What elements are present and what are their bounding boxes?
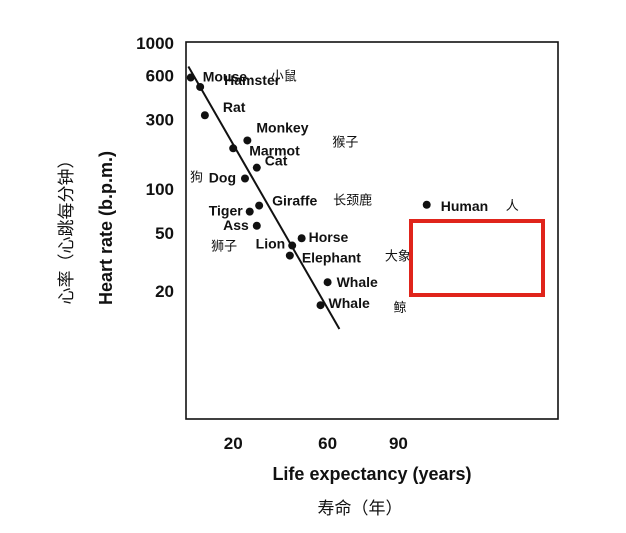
point-cat xyxy=(252,163,261,172)
point-label-cn-giraffe: 长颈鹿 xyxy=(333,193,372,209)
y-axis-ticks: 1000 600 300 100 50 20 xyxy=(136,34,174,301)
x-tick-label: 90 xyxy=(389,434,408,453)
point-label-tiger: Tiger xyxy=(209,203,244,219)
point-label-cn-human: 人 xyxy=(506,199,519,214)
trend-line xyxy=(187,66,341,330)
point-label-mouse: Mouse xyxy=(203,69,248,85)
y-tick-label: 100 xyxy=(146,180,174,199)
point-marmot xyxy=(229,144,238,153)
point-ass xyxy=(252,221,261,230)
point-label-monkey: Monkey xyxy=(256,119,308,135)
point-label-human: Human xyxy=(441,198,488,214)
x-axis-ticks: 20 60 90 xyxy=(224,434,408,453)
point-dog xyxy=(241,174,249,183)
point-rat xyxy=(200,111,209,120)
point-label-cat: Cat xyxy=(265,153,288,169)
point-label-hamster: Hamster xyxy=(224,72,281,88)
point-label-horse: Horse xyxy=(309,229,349,245)
point-label-ass: Ass xyxy=(223,217,249,233)
point-monkey xyxy=(243,136,252,145)
point-label-cn-whale: 鲸 xyxy=(394,301,407,316)
y-axis-label: Heart rate (b.p.m.) xyxy=(96,151,116,305)
point-whale xyxy=(323,278,332,287)
point-lion xyxy=(288,241,297,250)
plot-frame xyxy=(185,41,559,420)
point-label-cn-lion: 狮子 xyxy=(211,240,237,255)
point-hamster xyxy=(196,82,205,91)
point-label-cn-monkey: 猴子 xyxy=(332,135,358,150)
y-tick-label: 300 xyxy=(146,110,174,129)
human-highlight-box xyxy=(409,219,545,297)
point-label-elephant: Elephant xyxy=(302,250,361,266)
x-axis-label-cn: 寿命（年） xyxy=(318,499,403,519)
point-label-rat: Rat xyxy=(223,99,246,115)
y-tick-label: 50 xyxy=(155,224,174,243)
point-label-marmot: Marmot xyxy=(249,142,300,158)
x-tick-label: 60 xyxy=(318,434,337,453)
y-tick-label: 600 xyxy=(146,66,174,85)
y-tick-label: 20 xyxy=(155,282,174,301)
point-tiger xyxy=(245,207,254,216)
y-tick-label: 1000 xyxy=(136,34,174,53)
point-whale xyxy=(316,301,325,310)
y-axis-label-cn: 心率（心跳每分钟） xyxy=(57,152,77,305)
point-human xyxy=(422,200,431,209)
point-label-whale: Whale xyxy=(337,274,378,290)
point-label-whale: Whale xyxy=(329,295,370,311)
point-horse xyxy=(297,234,306,243)
point-giraffe xyxy=(255,201,264,210)
point-label-cn-dog: 狗 xyxy=(190,171,203,186)
point-label-cn-elephant: 大象 xyxy=(385,250,411,265)
point-label-cn-mouse: 小鼠 xyxy=(271,70,297,85)
x-axis-label: Life expectancy (years) xyxy=(272,464,471,484)
point-elephant xyxy=(285,251,294,260)
point-label-lion: Lion xyxy=(256,236,286,252)
point-label-dog: Dog xyxy=(209,170,236,186)
point-mouse xyxy=(186,73,195,82)
point-label-giraffe: Giraffe xyxy=(272,193,317,209)
x-tick-label: 20 xyxy=(224,434,243,453)
